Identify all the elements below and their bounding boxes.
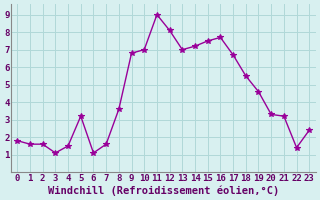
X-axis label: Windchill (Refroidissement éolien,°C): Windchill (Refroidissement éolien,°C) [48, 185, 279, 196]
